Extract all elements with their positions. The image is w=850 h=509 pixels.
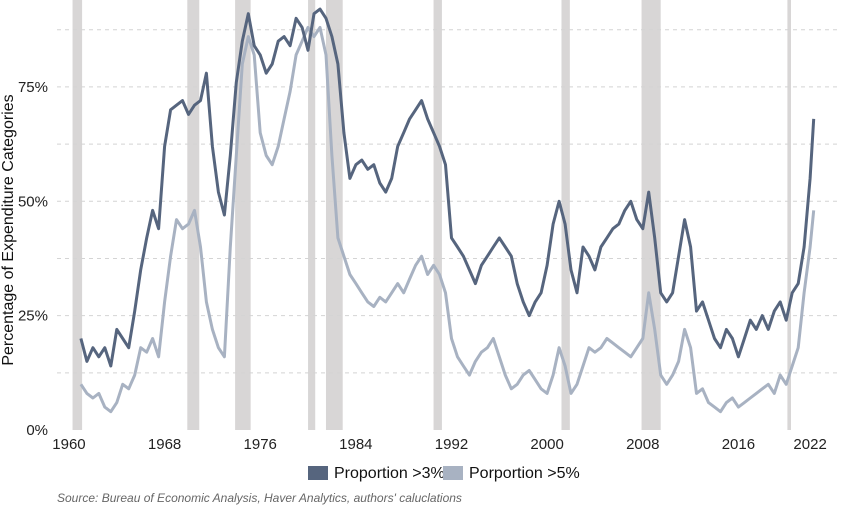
recession-shading-group [72,0,791,430]
recession-band-6 [561,0,570,430]
legend: Proportion >3% Porportion >5% [308,465,580,482]
legend-swatch-1 [443,466,463,480]
recession-band-5 [433,0,442,430]
y-tick-label-2: 50% [18,193,48,210]
gridlines [57,29,840,374]
x-tick-label-5: 2000 [530,436,563,453]
x-axis-ticks: 1960 1968 1976 1984 1992 2000 2008 2016 2022 [52,436,827,453]
y-tick-label-1: 25% [18,308,48,325]
series-line-1 [79,25,816,414]
x-tick-label-1: 1968 [148,436,181,453]
x-tick-label-0: 1960 [52,436,85,453]
legend-swatch-0 [308,466,328,480]
y-axis-ticks: 0% 25% 50% 75% [18,79,48,439]
x-tick-label-8: 2022 [793,436,826,453]
y-tick-label-3: 75% [18,79,48,96]
recession-band-4 [325,0,343,430]
x-tick-label-3: 1984 [339,436,372,453]
x-tick-label-4: 1992 [435,436,468,453]
recession-band-0 [72,0,83,430]
y-axis-label: Percentage of Expenditure Categories [0,94,17,365]
x-tick-label-6: 2008 [626,436,659,453]
y-tick-label-0: 0% [26,422,48,439]
recession-band-8 [787,0,791,430]
recession-band-3 [308,0,316,430]
x-tick-label-2: 1976 [244,436,277,453]
legend-label-0: Proportion >3% [334,465,445,482]
series-line-0 [79,7,816,368]
x-tick-label-7: 2016 [722,436,755,453]
source-note: Source: Bureau of Economic Analysis, Hav… [57,491,462,505]
series-lines [79,7,816,414]
legend-label-1: Porportion >5% [469,465,580,482]
